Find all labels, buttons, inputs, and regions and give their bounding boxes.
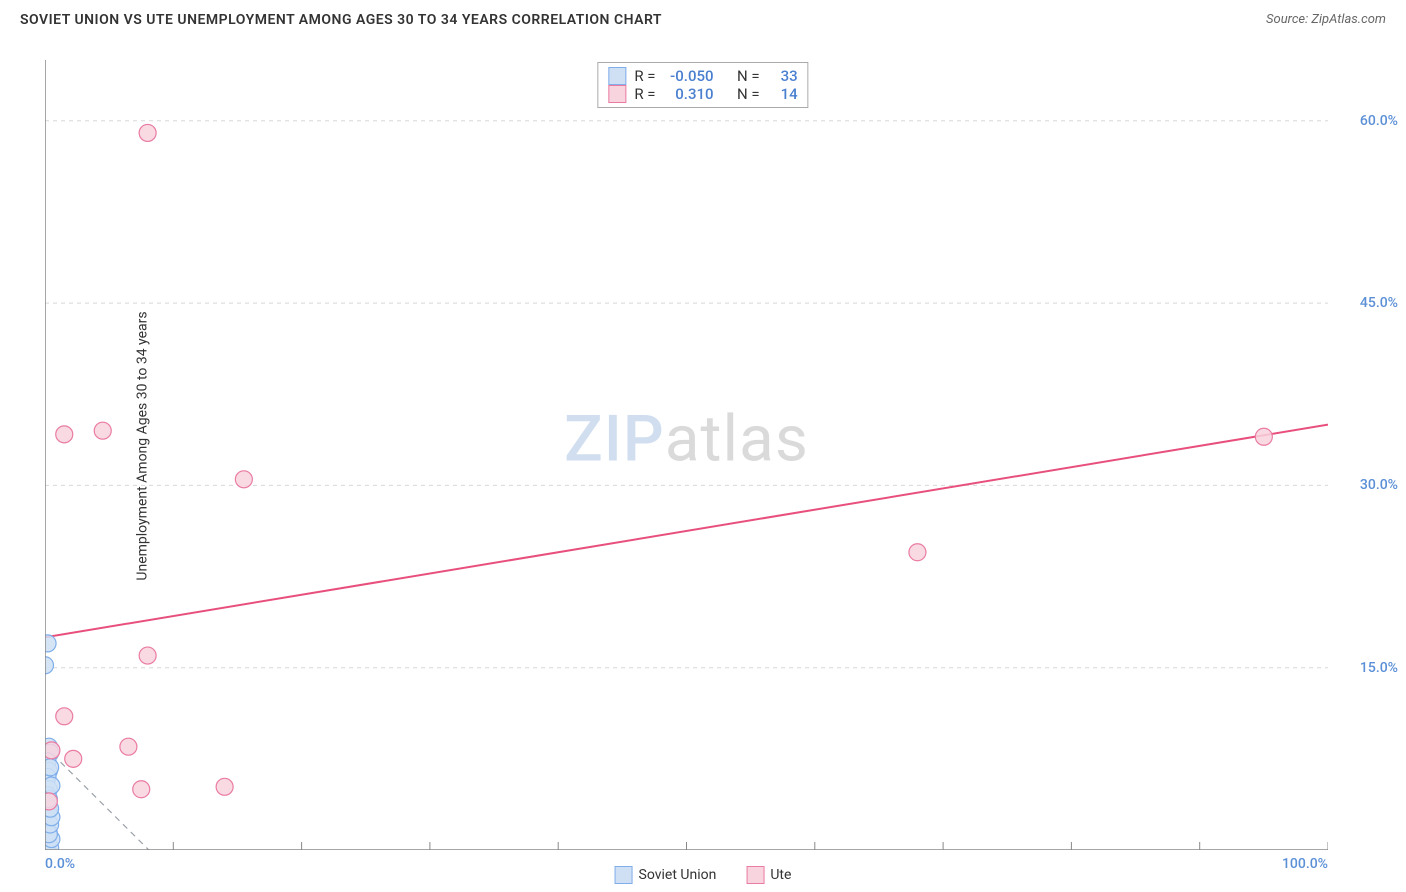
- r-value: -0.050: [664, 67, 714, 85]
- series-swatch: [608, 67, 626, 85]
- r-label: R =: [634, 67, 655, 85]
- x-tick-label: 100.0%: [1282, 856, 1328, 872]
- stats-row: R = 0.310 N = 14: [608, 85, 797, 103]
- chart-title: SOVIET UNION VS UTE UNEMPLOYMENT AMONG A…: [20, 12, 662, 28]
- r-value: 0.310: [664, 85, 714, 103]
- legend-label: Ute: [770, 867, 791, 883]
- n-value: 33: [768, 67, 798, 85]
- scatter-chart-svg: [45, 60, 1328, 850]
- y-tick-label: 15.0%: [1360, 660, 1398, 676]
- correlation-stats-box: R = -0.050 N = 33 R = 0.310 N = 14: [597, 62, 808, 108]
- x-tick-label: 0.0%: [45, 856, 75, 872]
- chart-legend: Soviet Union Ute: [615, 866, 792, 884]
- chart-header: SOVIET UNION VS UTE UNEMPLOYMENT AMONG A…: [0, 0, 1406, 42]
- n-value: 14: [768, 85, 798, 103]
- y-tick-label: 45.0%: [1360, 295, 1398, 311]
- legend-item: Ute: [746, 866, 791, 884]
- legend-label: Soviet Union: [639, 867, 717, 883]
- plot-area: ZIPatlas: [45, 60, 1328, 850]
- source-attribution: Source: ZipAtlas.com: [1266, 12, 1386, 27]
- n-label: N =: [737, 67, 760, 85]
- y-tick-label: 30.0%: [1360, 477, 1398, 493]
- legend-swatch: [746, 866, 764, 884]
- y-tick-label: 60.0%: [1360, 113, 1398, 129]
- stats-row: R = -0.050 N = 33: [608, 67, 797, 85]
- r-label: R =: [634, 85, 655, 103]
- legend-swatch: [615, 866, 633, 884]
- legend-item: Soviet Union: [615, 866, 717, 884]
- n-label: N =: [737, 85, 760, 103]
- series-swatch: [608, 85, 626, 103]
